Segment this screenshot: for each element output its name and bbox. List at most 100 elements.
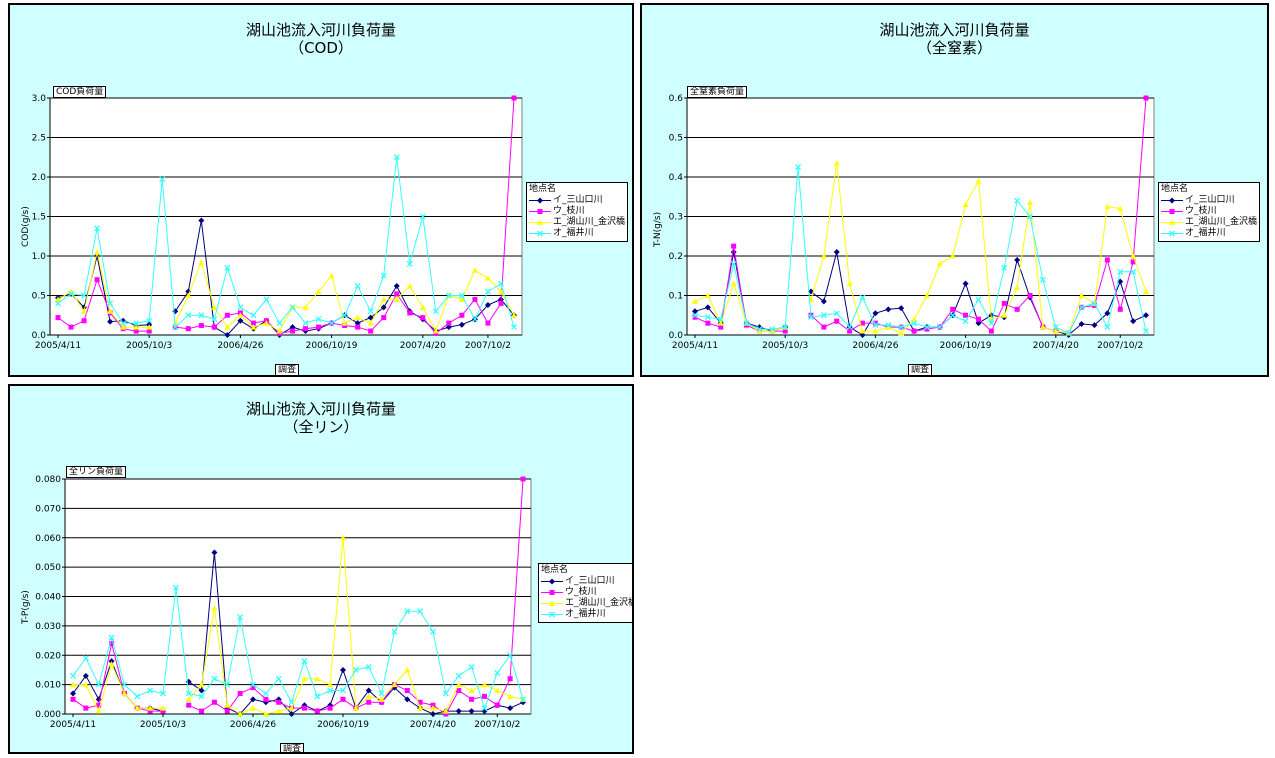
chart-tn-svg: 0.0 0.1 0.2 0.3 0.4 0.5 0.6 2005/4/11 2005/10/3 2… bbox=[669, 94, 1155, 351]
x-tick-label: 2006/4/26 bbox=[217, 341, 263, 351]
x-tick-label: 2006/4/26 bbox=[852, 341, 898, 351]
y-tick-label: 0.000 bbox=[35, 710, 61, 720]
data-point bbox=[276, 320, 283, 327]
data-point bbox=[237, 317, 244, 324]
data-point bbox=[962, 280, 969, 287]
data-point bbox=[147, 708, 153, 714]
x-tick-label: 2005/4/11 bbox=[35, 341, 81, 351]
data-point bbox=[692, 314, 698, 320]
data-point bbox=[872, 322, 879, 329]
data-point bbox=[107, 300, 114, 307]
data-point bbox=[820, 253, 827, 259]
data-point bbox=[185, 326, 191, 332]
data-point bbox=[456, 688, 462, 693]
y-tick-label: 1.5 bbox=[32, 213, 46, 223]
data-point bbox=[121, 681, 128, 688]
data-point bbox=[328, 320, 335, 327]
data-point bbox=[769, 326, 776, 333]
data-point bbox=[445, 292, 452, 299]
legend-label: ウ_枝川 bbox=[553, 206, 585, 216]
data-point bbox=[146, 324, 153, 330]
data-point bbox=[263, 320, 270, 326]
data-point bbox=[275, 708, 282, 714]
data-point bbox=[1143, 328, 1149, 335]
data-point bbox=[443, 711, 449, 717]
legend-marker-diamond bbox=[529, 197, 551, 204]
chart-title: 湖山池流入河川負荷量 （全窒素） bbox=[642, 21, 1267, 57]
data-point bbox=[146, 328, 152, 334]
data-point bbox=[834, 318, 840, 324]
data-point bbox=[484, 288, 491, 295]
data-point bbox=[743, 320, 750, 327]
data-point bbox=[911, 320, 918, 327]
data-point bbox=[511, 95, 517, 101]
legend-item: オ_福井川 bbox=[541, 609, 632, 620]
data-point bbox=[692, 308, 698, 315]
data-point bbox=[1143, 95, 1149, 101]
data-point bbox=[1078, 292, 1085, 298]
data-point bbox=[340, 696, 346, 702]
data-point bbox=[146, 317, 153, 324]
x-axis-title: 調査 bbox=[280, 743, 305, 752]
data-point bbox=[458, 292, 465, 299]
data-point bbox=[692, 312, 698, 319]
data-point bbox=[367, 314, 374, 321]
data-point bbox=[481, 705, 488, 712]
data-point bbox=[432, 308, 439, 315]
data-point bbox=[81, 292, 88, 299]
data-point bbox=[949, 253, 956, 259]
data-point bbox=[289, 304, 296, 311]
data-point bbox=[1014, 256, 1021, 263]
data-point bbox=[936, 260, 943, 267]
data-point bbox=[833, 249, 840, 256]
data-point bbox=[458, 321, 465, 328]
data-point bbox=[82, 655, 89, 662]
chart-panel-tn: 0.0 0.1 0.2 0.3 0.4 0.5 0.6 2005/4/11 2005/10/3 2… bbox=[640, 3, 1269, 377]
data-point bbox=[769, 328, 776, 334]
data-point bbox=[224, 681, 231, 688]
data-point bbox=[55, 300, 61, 307]
legend-label: エ_湖山川_金沢橋 bbox=[1185, 217, 1258, 227]
data-point bbox=[988, 328, 994, 334]
legend-marker-x bbox=[1161, 230, 1183, 237]
data-point bbox=[820, 298, 827, 305]
data-point bbox=[185, 292, 192, 298]
x-tick-label: 2006/10/19 bbox=[940, 341, 992, 351]
data-point bbox=[380, 304, 387, 311]
data-point bbox=[81, 308, 88, 314]
data-point bbox=[442, 690, 449, 697]
data-point bbox=[250, 705, 256, 711]
legend-marker-triangle bbox=[541, 600, 563, 606]
data-point bbox=[1039, 276, 1046, 283]
data-point bbox=[911, 316, 918, 322]
data-point bbox=[498, 300, 504, 306]
data-point bbox=[133, 320, 140, 327]
data-point bbox=[430, 628, 436, 635]
data-point bbox=[303, 326, 309, 332]
x-tick-label: 2005/10/3 bbox=[140, 720, 186, 730]
data-point bbox=[1014, 306, 1020, 312]
data-point bbox=[55, 296, 61, 302]
data-point bbox=[328, 272, 335, 279]
data-point bbox=[731, 243, 737, 249]
data-point bbox=[1027, 199, 1034, 206]
x-tick-label: 2005/10/3 bbox=[762, 341, 808, 351]
data-point bbox=[81, 318, 87, 324]
data-point bbox=[949, 312, 956, 319]
data-point bbox=[1078, 320, 1085, 327]
data-point bbox=[1001, 300, 1007, 306]
data-point bbox=[717, 320, 724, 326]
y-axis-label: T-N(g/s) bbox=[653, 211, 663, 247]
legend-label: オ_福井川 bbox=[553, 228, 594, 238]
legend-title: 地点名 bbox=[529, 184, 557, 194]
data-point bbox=[108, 634, 115, 641]
data-point bbox=[301, 675, 308, 682]
data-point bbox=[975, 177, 982, 184]
chart-title-line1: 湖山池流入河川負荷量 bbox=[245, 400, 396, 418]
data-point bbox=[315, 316, 322, 323]
data-point bbox=[198, 687, 205, 694]
data-point bbox=[341, 312, 348, 319]
data-point bbox=[718, 324, 724, 330]
data-point bbox=[352, 666, 359, 673]
x-tick-label: 2006/4/26 bbox=[230, 720, 276, 730]
